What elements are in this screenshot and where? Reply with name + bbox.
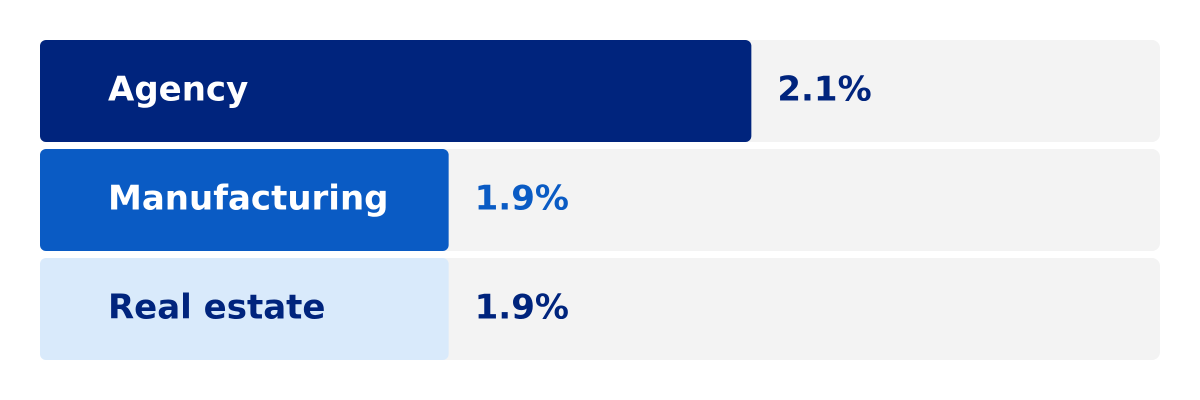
bar bbox=[40, 149, 449, 251]
bar bbox=[40, 40, 752, 142]
bar bbox=[40, 258, 449, 360]
category-label: Real estate bbox=[108, 288, 325, 328]
category-label: Manufacturing bbox=[108, 179, 389, 219]
value-label: 1.9% bbox=[475, 288, 569, 328]
value-label: 2.1% bbox=[777, 70, 871, 110]
category-label: Agency bbox=[108, 70, 248, 110]
value-label: 1.9% bbox=[475, 179, 569, 219]
